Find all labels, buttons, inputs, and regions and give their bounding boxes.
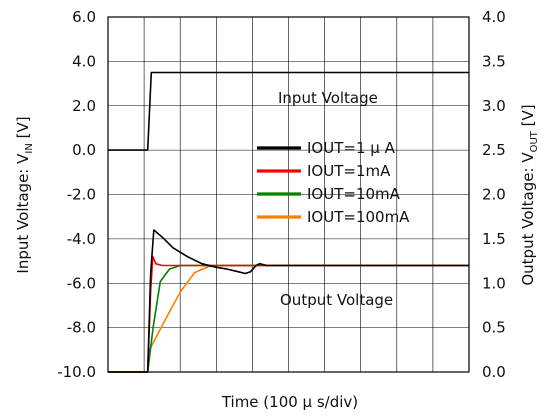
y-axis-label-left-sub: IN: [24, 143, 35, 153]
left-tick-label: -4.0: [67, 230, 96, 248]
grid: [108, 17, 469, 372]
y-axis-label-right: Output Voltage: VOUT [V]: [519, 104, 540, 285]
y-axis-label-right-main: Output Voltage: V: [519, 152, 537, 286]
right-tick-label: 2.0: [482, 186, 506, 204]
right-tick-label: 2.5: [482, 141, 506, 159]
left-tick-label: -6.0: [67, 274, 96, 292]
right-tick-label: 1.5: [482, 230, 506, 248]
legend-label-3: IOUT=100mA: [307, 208, 410, 226]
right-tick-label: 3.5: [482, 52, 506, 70]
left-tick-label: 0.0: [72, 141, 96, 159]
right-tick-label: 1.0: [482, 274, 506, 292]
legend-label-1: IOUT=1mA: [307, 162, 391, 180]
x-axis-label: Time (100 μ s/div): [221, 393, 358, 411]
y-axis-label-left-unit: [V]: [14, 116, 32, 143]
left-axis-ticks: -10.0 -8.0 -6.0 -4.0 -2.0 0.0 2.0 4.0 6.0: [57, 8, 96, 381]
right-axis-ticks: 0.0 0.5 1.0 1.5 2.0 2.5 3.0 3.5 4.0: [482, 8, 506, 381]
left-tick-label: -8.0: [67, 319, 96, 337]
y-axis-label-left-main: Input Voltage: V: [14, 153, 32, 274]
legend-label-0: IOUT=1 μ A: [307, 139, 396, 157]
left-tick-label: -2.0: [67, 186, 96, 204]
plot-frame: [107, 16, 470, 373]
right-tick-label: 4.0: [482, 8, 506, 26]
right-tick-label: 0.5: [482, 319, 506, 337]
left-tick-label: -10.0: [57, 363, 96, 381]
input-voltage-line: [108, 71, 469, 151]
left-tick-label: 4.0: [72, 52, 96, 70]
y-axis-label-left: Input Voltage: VIN [V]: [14, 116, 35, 273]
left-tick-label: 2.0: [72, 97, 96, 115]
y-axis-label-right-unit: [V]: [519, 104, 537, 131]
legend: IOUT=1 μ A IOUT=1mA IOUT=10mA IOUT=100mA: [257, 139, 410, 226]
legend-label-2: IOUT=10mA: [307, 185, 401, 203]
left-tick-label: 6.0: [72, 8, 96, 26]
right-tick-label: 0.0: [482, 363, 506, 381]
annotation-output-voltage: Output Voltage: [280, 291, 393, 309]
annotation-input-voltage: Input Voltage: [278, 89, 378, 107]
y-axis-label-right-sub: OUT: [529, 130, 540, 152]
series-line-0: [108, 229, 469, 373]
right-tick-label: 3.0: [482, 97, 506, 115]
